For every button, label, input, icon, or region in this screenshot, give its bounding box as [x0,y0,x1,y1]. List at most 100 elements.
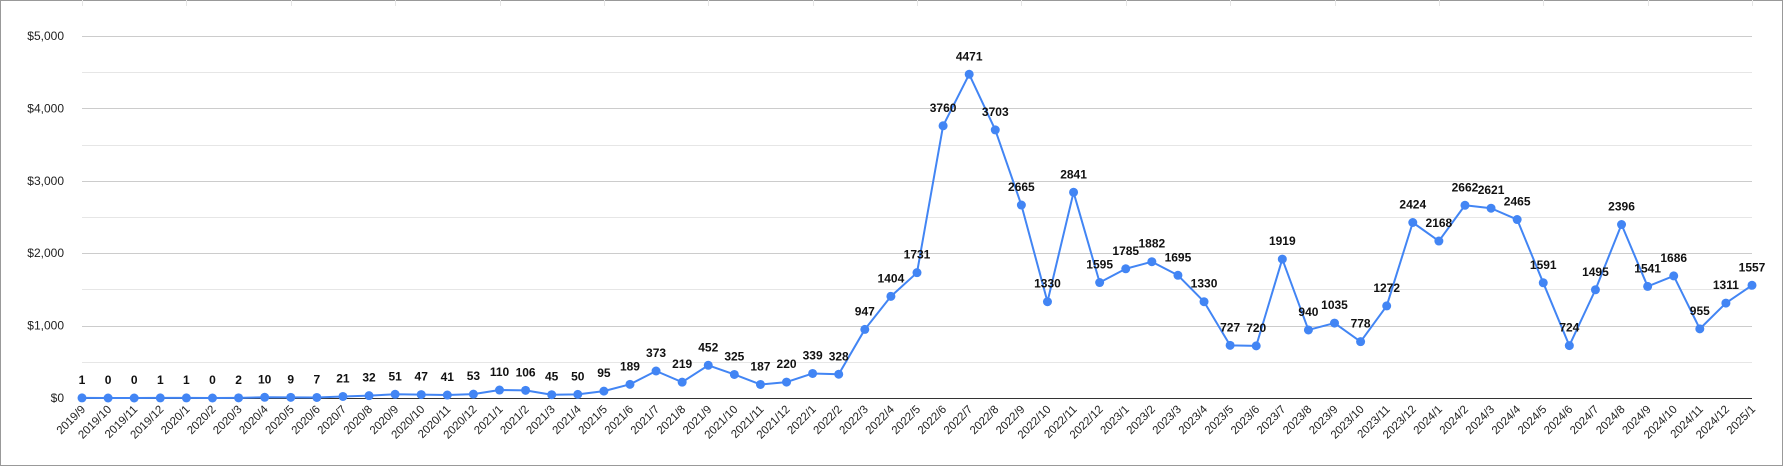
data-point [1617,220,1627,230]
data-label: 51 [388,369,402,383]
data-label: 2841 [1060,167,1087,181]
data-point [1643,281,1653,291]
data-point [234,393,244,403]
data-point [860,324,870,334]
data-label: 1695 [1165,250,1192,264]
data-label: 1035 [1321,298,1348,312]
data-label: 1919 [1269,234,1296,248]
data-point [442,390,452,400]
data-point [912,268,922,278]
gridlines [82,0,1753,363]
data-label: 10 [258,372,272,386]
data-point [1434,236,1444,246]
data-point [755,379,765,389]
data-point [1251,341,1261,351]
data-label: 7 [314,372,321,386]
data-label: 1541 [1634,261,1661,275]
data-point [547,390,557,400]
data-point [390,389,400,399]
data-point [155,393,165,403]
data-label: 53 [467,369,481,383]
data-label: 955 [1690,304,1710,318]
data-point [964,69,974,79]
data-point [1669,271,1679,281]
y-tick-label: $3,000 [27,174,64,188]
data-point [77,393,87,403]
data-point [416,390,426,400]
data-point [338,391,348,401]
data-label: 32 [362,371,376,385]
data-label: 220 [777,357,797,371]
data-point [1095,278,1105,288]
data-label: 2396 [1608,200,1635,214]
x-axis-ticks: 2019/92019/102019/112019/122020/12020/22… [55,403,1758,441]
data-label: 41 [441,370,455,384]
data-point [1199,297,1209,307]
data-label: 778 [1351,317,1371,331]
data-label: 1311 [1713,278,1739,292]
data-label: 95 [597,366,611,380]
data-point [703,360,713,370]
data-label: 1 [183,373,190,387]
data-point [1460,200,1470,210]
data-label: 110 [490,365,510,379]
data-label: 2424 [1399,198,1426,212]
data-label: 1404 [878,271,905,285]
data-label: 947 [855,304,875,318]
data-point [1486,203,1496,213]
data-point [677,377,687,387]
data-point [1512,215,1522,225]
data-point [1564,341,1574,351]
data-label: 720 [1246,321,1266,335]
data-label: 189 [620,359,640,373]
data-label: 2168 [1426,216,1453,230]
data-label: 1882 [1138,237,1165,251]
y-axis-ticks: $0 $1,000 $2,000 $3,000 $4,000 $5,000 [27,29,64,405]
data-point [129,393,139,403]
data-point [1538,278,1548,288]
data-point [625,379,635,389]
data-label: 1495 [1582,265,1609,279]
data-label: 50 [571,369,585,383]
data-point [1303,325,1313,335]
data-label: 106 [516,365,536,379]
data-point [181,393,191,403]
y-tick-label: $4,000 [27,101,64,115]
data-label: 1686 [1660,251,1687,265]
data-label: 219 [672,357,692,371]
data-label: 0 [209,373,216,387]
data-point [1069,187,1079,197]
data-point [1695,324,1705,334]
data-point [1225,340,1235,350]
data-label: 187 [750,359,770,373]
data-point [1721,298,1731,308]
data-label: 1785 [1112,244,1139,258]
data-label: 1330 [1034,277,1061,291]
data-label: 2662 [1452,180,1479,194]
data-point [1042,297,1052,307]
data-point [495,385,504,395]
data-label: 1591 [1530,258,1557,272]
data-point [312,392,322,402]
data-point [1330,318,1339,328]
data-label: 724 [1559,321,1579,335]
data-point [599,386,609,396]
data-label: 339 [803,348,823,362]
y-tick-label: $0 [51,391,65,405]
data-label: 373 [646,346,666,360]
data-point [468,389,478,399]
data-label: 2665 [1008,180,1035,194]
data-point [573,389,583,399]
data-point [886,291,896,301]
y-tick-label: $5,000 [27,29,64,43]
data-label: 4471 [956,49,983,63]
data-point [651,366,661,376]
data-point [1382,301,1392,311]
data-point [1277,254,1287,264]
data-label: 0 [131,373,138,387]
data-point [729,369,739,379]
data-point [1590,285,1600,295]
data-point [1356,337,1366,347]
